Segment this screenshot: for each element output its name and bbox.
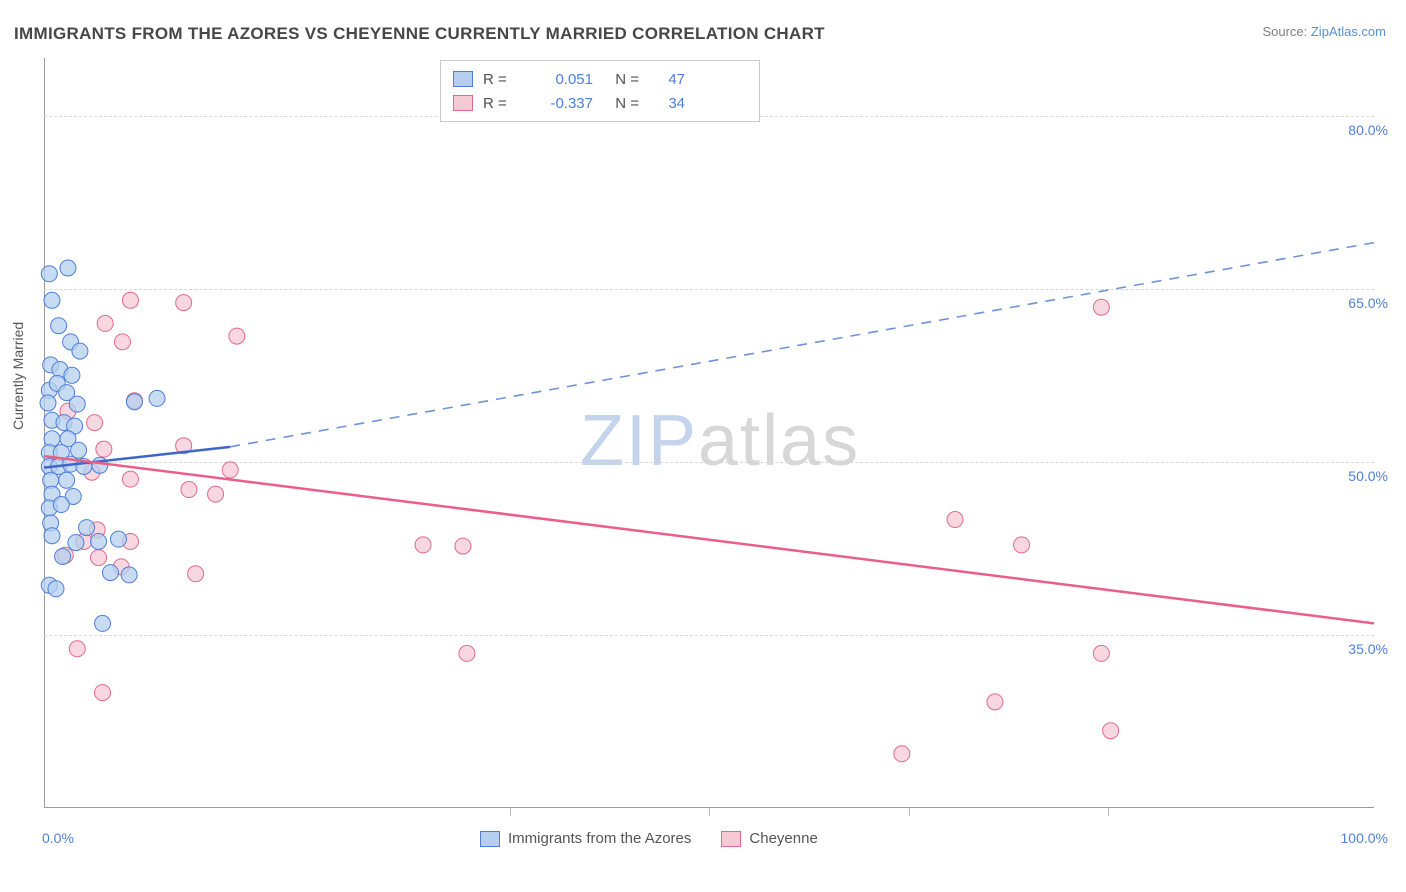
trend-line-pink bbox=[44, 456, 1374, 623]
x-minor-tick bbox=[510, 808, 511, 816]
data-point bbox=[41, 266, 57, 282]
data-point bbox=[103, 565, 119, 581]
data-point bbox=[59, 472, 75, 488]
data-point bbox=[97, 315, 113, 331]
legend-label-pink: Cheyenne bbox=[749, 830, 817, 847]
data-point bbox=[79, 520, 95, 536]
chart-svg bbox=[44, 58, 1374, 808]
data-point bbox=[122, 471, 138, 487]
legend-swatch-blue bbox=[480, 831, 500, 847]
data-point bbox=[55, 548, 71, 564]
data-point bbox=[188, 566, 204, 582]
data-point bbox=[121, 567, 137, 583]
data-point bbox=[114, 334, 130, 350]
data-point bbox=[1093, 645, 1109, 661]
data-point bbox=[149, 390, 165, 406]
data-point bbox=[208, 486, 224, 502]
legend-item-pink: Cheyenne bbox=[721, 830, 817, 847]
legend-swatch-pink bbox=[721, 831, 741, 847]
data-point bbox=[110, 531, 126, 547]
data-point bbox=[87, 415, 103, 431]
scatter-pink bbox=[57, 292, 1118, 761]
data-point bbox=[72, 343, 88, 359]
x-tick-100: 100.0% bbox=[1341, 830, 1388, 846]
data-point bbox=[44, 292, 60, 308]
y-axis-label: Currently Married bbox=[10, 322, 26, 430]
n-value-pink: 34 bbox=[649, 95, 685, 112]
data-point bbox=[44, 528, 60, 544]
legend-item-blue: Immigrants from the Azores bbox=[480, 830, 691, 847]
data-point bbox=[122, 292, 138, 308]
data-point bbox=[222, 462, 238, 478]
data-point bbox=[95, 615, 111, 631]
data-point bbox=[415, 537, 431, 553]
data-point bbox=[64, 367, 80, 383]
x-minor-tick bbox=[709, 808, 710, 816]
source-label: Source: bbox=[1262, 24, 1310, 39]
source-attribution: Source: ZipAtlas.com bbox=[1262, 24, 1386, 39]
data-point bbox=[53, 497, 69, 513]
legend-stats-row-pink: R = -0.337 N = 34 bbox=[453, 91, 747, 115]
data-point bbox=[229, 328, 245, 344]
data-point bbox=[91, 550, 107, 566]
n-label: N = bbox=[603, 95, 639, 112]
legend-label-blue: Immigrants from the Azores bbox=[508, 830, 691, 847]
data-point bbox=[51, 318, 67, 334]
chart-container: IMMIGRANTS FROM THE AZORES VS CHEYENNE C… bbox=[0, 0, 1406, 892]
data-point bbox=[68, 535, 84, 551]
data-point bbox=[69, 641, 85, 657]
data-point bbox=[126, 394, 142, 410]
data-point bbox=[96, 441, 112, 457]
data-point bbox=[176, 295, 192, 311]
n-label: N = bbox=[603, 71, 639, 88]
data-point bbox=[455, 538, 471, 554]
data-point bbox=[1014, 537, 1030, 553]
data-point bbox=[1093, 299, 1109, 315]
data-point bbox=[181, 482, 197, 498]
x-tick-0: 0.0% bbox=[42, 830, 74, 846]
r-value-pink: -0.337 bbox=[521, 95, 593, 112]
data-point bbox=[987, 694, 1003, 710]
legend-swatch-blue bbox=[453, 71, 473, 87]
x-minor-tick bbox=[909, 808, 910, 816]
data-point bbox=[947, 512, 963, 528]
r-label: R = bbox=[483, 95, 511, 112]
data-point bbox=[40, 395, 56, 411]
chart-title: IMMIGRANTS FROM THE AZORES VS CHEYENNE C… bbox=[14, 24, 825, 44]
r-label: R = bbox=[483, 71, 511, 88]
legend-swatch-pink bbox=[453, 95, 473, 111]
legend-series: Immigrants from the Azores Cheyenne bbox=[480, 830, 818, 847]
source-link[interactable]: ZipAtlas.com bbox=[1311, 24, 1386, 39]
legend-stats-box: R = 0.051 N = 47 R = -0.337 N = 34 bbox=[440, 60, 760, 122]
trend-line-blue-dashed bbox=[230, 243, 1374, 447]
data-point bbox=[71, 442, 87, 458]
data-point bbox=[91, 533, 107, 549]
legend-stats-row-blue: R = 0.051 N = 47 bbox=[453, 67, 747, 91]
data-point bbox=[69, 396, 85, 412]
data-point bbox=[44, 431, 60, 447]
data-point bbox=[1103, 723, 1119, 739]
data-point bbox=[459, 645, 475, 661]
x-minor-tick bbox=[1108, 808, 1109, 816]
data-point bbox=[48, 581, 64, 597]
data-point bbox=[60, 260, 76, 276]
data-point bbox=[95, 685, 111, 701]
r-value-blue: 0.051 bbox=[521, 71, 593, 88]
n-value-blue: 47 bbox=[649, 71, 685, 88]
data-point bbox=[894, 746, 910, 762]
